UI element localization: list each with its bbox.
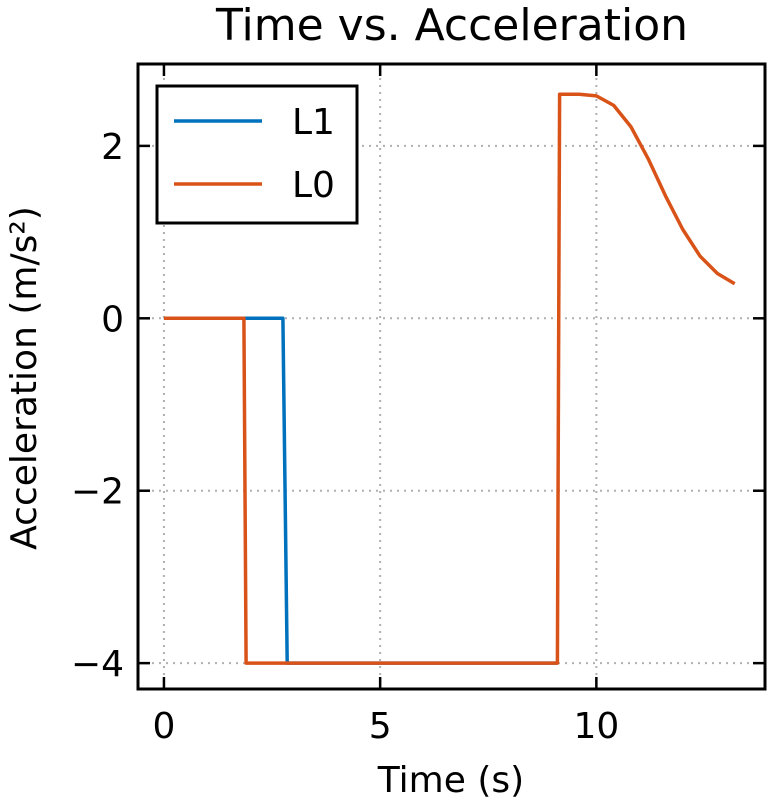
legend-label-L0: L0 (292, 165, 335, 206)
x-tick-label-0: 0 (152, 706, 175, 747)
series-group (163, 92, 736, 665)
x-tick-label-2: 10 (573, 706, 619, 747)
series-line-L0 (163, 92, 736, 665)
ticks: 0 5 10 −4 −2 0 2 (71, 64, 765, 747)
legend-label-L1: L1 (292, 102, 335, 143)
y-tick-label-1: −2 (71, 472, 124, 513)
x-tick-label-1: 5 (369, 706, 392, 747)
legend-box (155, 84, 359, 225)
y-tick-label-3: 2 (101, 127, 124, 168)
y-tick-label-2: 0 (101, 299, 124, 340)
legend: L1 L0 (155, 84, 359, 225)
plot-frame (136, 62, 767, 691)
y-axis-label: Acceleration (m/s²) (4, 206, 45, 550)
x-axis-label: Time (s) (377, 760, 524, 801)
y-tick-label-0: −4 (71, 644, 124, 685)
chart-title: Time vs. Acceleration (215, 0, 688, 51)
